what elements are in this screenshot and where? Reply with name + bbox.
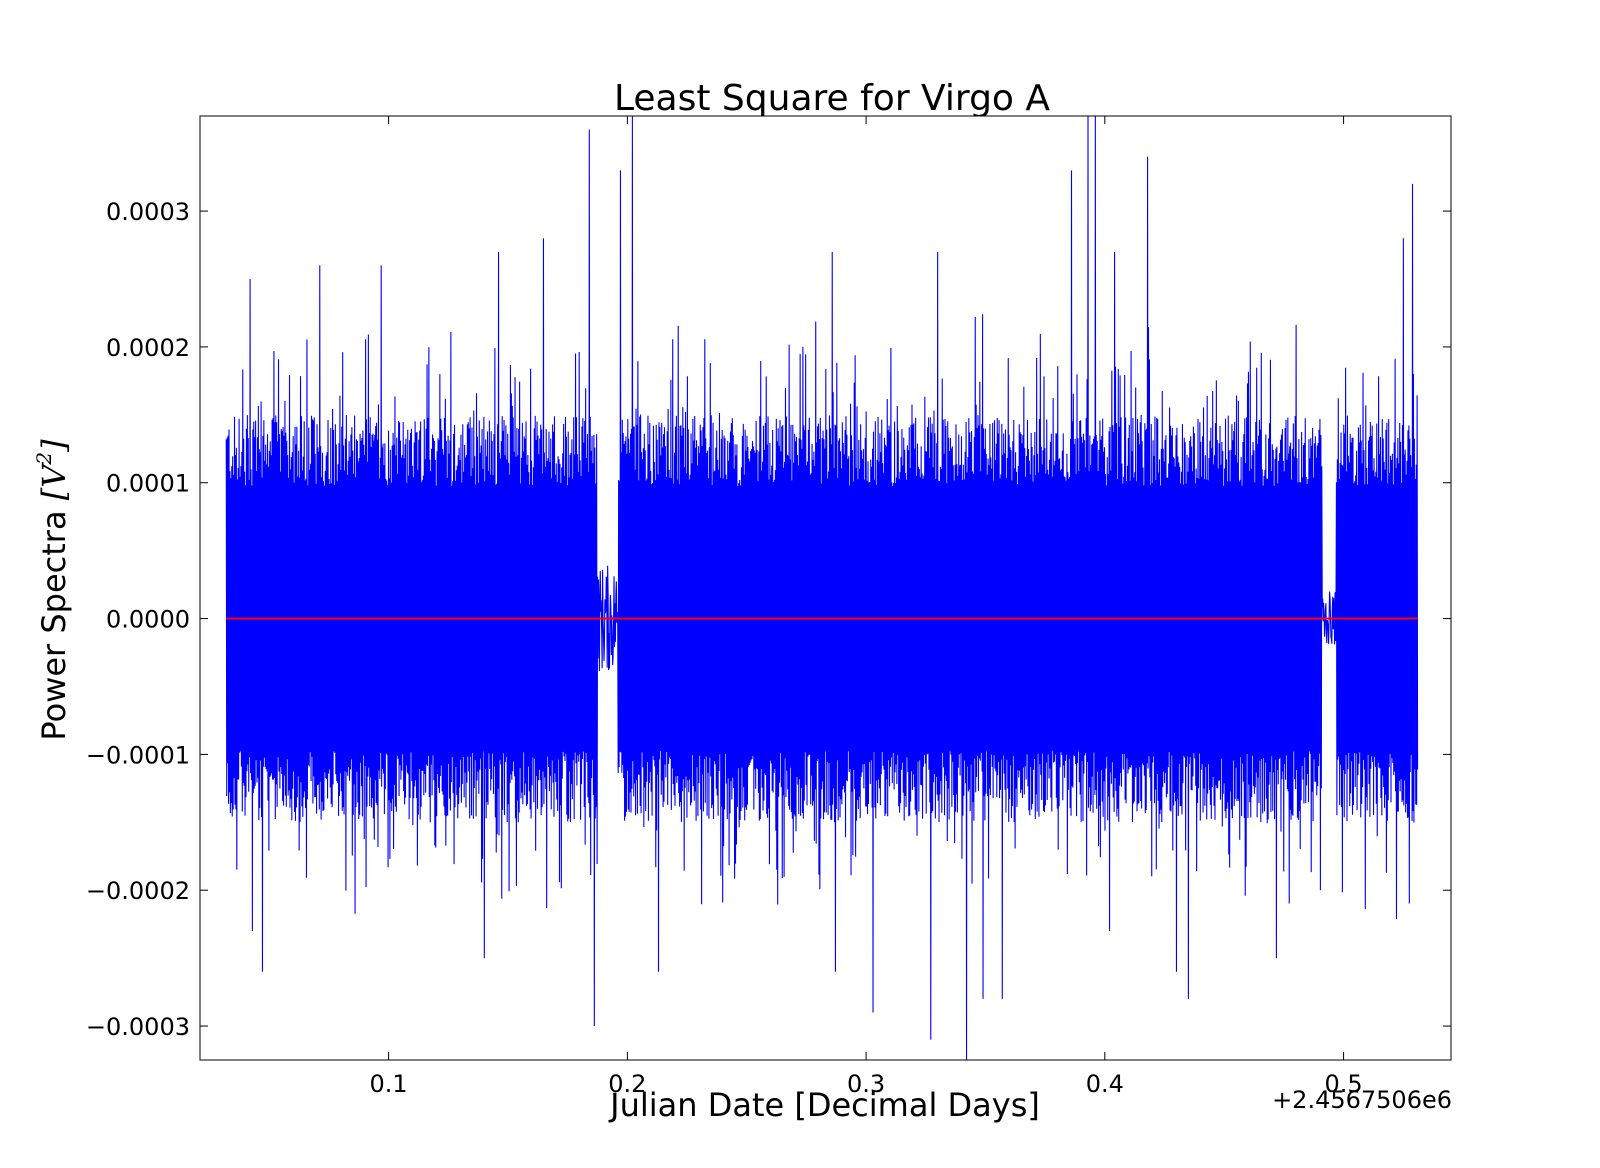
y-tick-label: −0.0003 [86, 1013, 190, 1041]
y-axis: −0.0003 −0.0002 −0.0001 0.0000 0.0001 0.0002 0… [86, 198, 1451, 1041]
y-axis-label-unit-symbol: V [35, 462, 73, 488]
x-axis-label: Julian Date [Decimal Days] [608, 1086, 1040, 1124]
y-tick-label: 0.0000 [106, 606, 190, 634]
y-tick-label: −0.0001 [86, 741, 190, 769]
x-tick-label: 0.1 [370, 1070, 408, 1098]
chart-title: Least Square for Virgo A [614, 78, 1050, 119]
x-tick-label: 0.4 [1086, 1070, 1124, 1098]
y-tick-label: 0.0002 [106, 334, 190, 362]
plot-frame [199, 115, 1452, 1061]
series-layer [225, 116, 1419, 1060]
y-axis-label-unit-open: [ [35, 487, 73, 500]
y-tick-label: −0.0002 [86, 877, 190, 905]
x-tick-label: 0.3 [847, 1070, 885, 1098]
x-axis: 0.1 0.2 0.3 0.4 0.5 [370, 116, 1363, 1098]
x-tick-label: 0.2 [608, 1070, 646, 1098]
y-axis-label-unit-close: ] [35, 439, 73, 453]
y-axis-label-text: Power Spectra [35, 500, 73, 740]
y-tick-label: 0.0003 [106, 198, 190, 226]
series-line-noise [225, 116, 1419, 1060]
y-axis-label-unit-power: 2 [32, 452, 56, 466]
x-offset-label: +2.4567506e6 [1272, 1086, 1452, 1114]
x-tick-label: 0.5 [1324, 1070, 1362, 1098]
y-axis-label: Power Spectra [V2] [32, 439, 73, 741]
y-tick-label: 0.0001 [106, 470, 190, 498]
